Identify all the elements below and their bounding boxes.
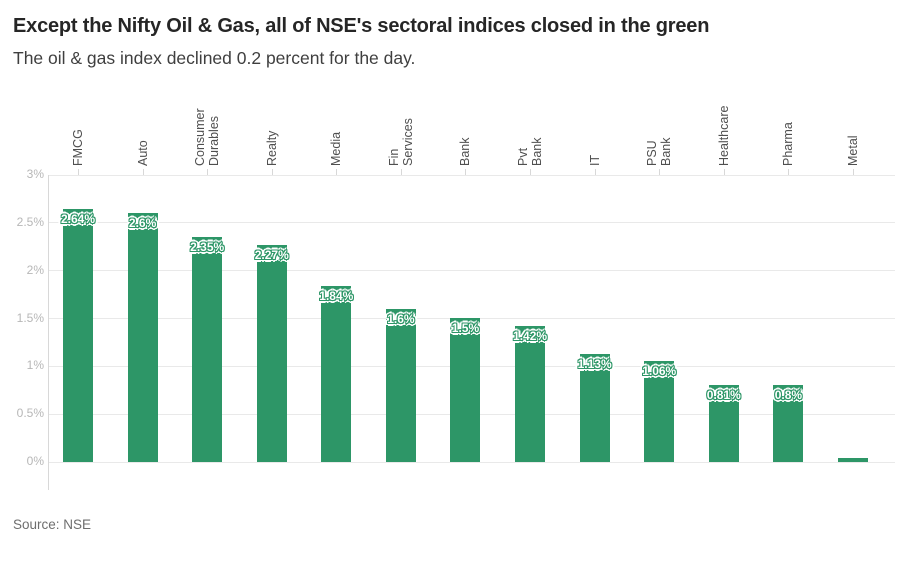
x-axis-tick bbox=[207, 169, 209, 175]
bar-value-label: 1.42% bbox=[513, 329, 548, 343]
bar bbox=[773, 385, 804, 462]
grid-line-horizontal bbox=[48, 222, 895, 224]
bar bbox=[515, 326, 546, 462]
bar bbox=[63, 209, 93, 462]
bar bbox=[256, 245, 287, 462]
category-label-text: Fin Services bbox=[386, 118, 415, 166]
bar-value-label: 1.5% bbox=[451, 321, 480, 335]
y-axis-tick-label: 0.5% bbox=[16, 406, 44, 421]
x-axis-tick bbox=[465, 169, 467, 175]
x-axis-tick bbox=[400, 169, 402, 175]
bar-value-label: 0.81% bbox=[706, 388, 741, 402]
x-axis-tick bbox=[659, 169, 661, 175]
bar bbox=[192, 237, 223, 462]
x-axis-tick bbox=[336, 169, 338, 175]
x-axis-tick bbox=[723, 169, 725, 175]
y-axis-tick-label: 0% bbox=[26, 454, 44, 468]
bar bbox=[837, 458, 868, 462]
bar-value-label: 1.6% bbox=[387, 312, 415, 326]
bar-chart-plot-area: 0% 0.5% 1% 1.5% 2% 2.5% 3% FMCG Auto Consumer Dur… bbox=[16, 105, 895, 490]
bar bbox=[127, 213, 158, 462]
category-label-text: PSU Bank bbox=[645, 137, 674, 167]
x-axis-tick bbox=[142, 169, 144, 175]
x-axis-tick bbox=[788, 169, 790, 175]
bar bbox=[450, 318, 481, 462]
grid-line-horizontal bbox=[48, 174, 895, 176]
grid-line-horizontal bbox=[48, 270, 895, 272]
bar bbox=[644, 361, 675, 462]
grid-line-horizontal bbox=[48, 461, 895, 463]
x-axis-tick bbox=[530, 169, 532, 175]
category-label-text: Realty bbox=[264, 130, 279, 166]
category-label-text: Metal bbox=[845, 135, 860, 166]
category-label-text: Consumer Durables bbox=[193, 108, 222, 166]
category-label-text: Auto bbox=[135, 140, 150, 166]
y-axis-tick-label: 2% bbox=[26, 262, 44, 277]
category-label-text: Bank bbox=[458, 137, 473, 167]
x-axis-tick bbox=[78, 169, 79, 175]
bar-value-label: 2.27% bbox=[254, 248, 289, 262]
x-axis-tick bbox=[594, 169, 596, 175]
y-axis-line bbox=[48, 175, 49, 490]
category-label-text: IT bbox=[587, 154, 602, 166]
bar-value-label: 2.35% bbox=[190, 240, 225, 254]
x-axis-tick bbox=[852, 169, 854, 175]
x-axis-tick bbox=[271, 169, 273, 175]
bar bbox=[385, 309, 416, 462]
bar-value-label: 1.06% bbox=[642, 364, 677, 378]
category-label-text: Media bbox=[329, 131, 344, 166]
source-note: Source: NSE bbox=[13, 517, 92, 532]
bar bbox=[321, 286, 352, 462]
bar-value-label: 1.13% bbox=[577, 357, 612, 371]
category-label-text: Pvt Bank bbox=[516, 137, 545, 167]
category-label-text: Pharma bbox=[781, 122, 796, 166]
category-label-text: Healthcare bbox=[716, 105, 731, 166]
y-axis-tick-label: 1% bbox=[26, 358, 44, 373]
bar bbox=[579, 354, 610, 462]
bar-value-label: 0.8% bbox=[774, 388, 803, 402]
bar bbox=[708, 385, 739, 462]
chart-subtitle: The oil & gas index declined 0.2 percent… bbox=[13, 48, 416, 68]
chart-title: Except the Nifty Oil & Gas, all of NSE's… bbox=[13, 15, 710, 37]
category-label-text: FMCG bbox=[71, 129, 85, 166]
y-axis-tick-label: 3% bbox=[26, 167, 44, 181]
bar-value-label: 2.6% bbox=[128, 216, 157, 230]
y-axis-tick-label: 1.5% bbox=[16, 310, 44, 325]
y-axis-tick-label: 2.5% bbox=[16, 214, 44, 229]
bar-value-label: 2.64% bbox=[60, 212, 96, 226]
bar-value-label: 1.84% bbox=[319, 289, 354, 303]
